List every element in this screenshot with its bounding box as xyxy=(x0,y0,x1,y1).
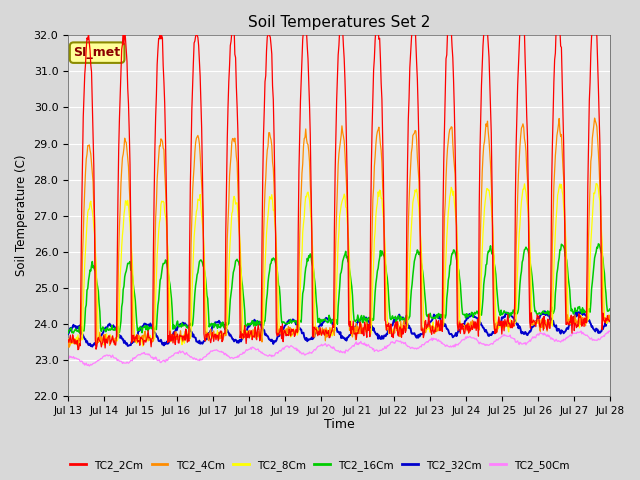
Legend: TC2_2Cm, TC2_4Cm, TC2_8Cm, TC2_16Cm, TC2_32Cm, TC2_50Cm: TC2_2Cm, TC2_4Cm, TC2_8Cm, TC2_16Cm, TC2… xyxy=(67,456,573,475)
Y-axis label: Soil Temperature (C): Soil Temperature (C) xyxy=(15,155,28,276)
X-axis label: Time: Time xyxy=(324,419,355,432)
Text: SI_met: SI_met xyxy=(74,46,121,59)
Title: Soil Temperatures Set 2: Soil Temperatures Set 2 xyxy=(248,15,431,30)
